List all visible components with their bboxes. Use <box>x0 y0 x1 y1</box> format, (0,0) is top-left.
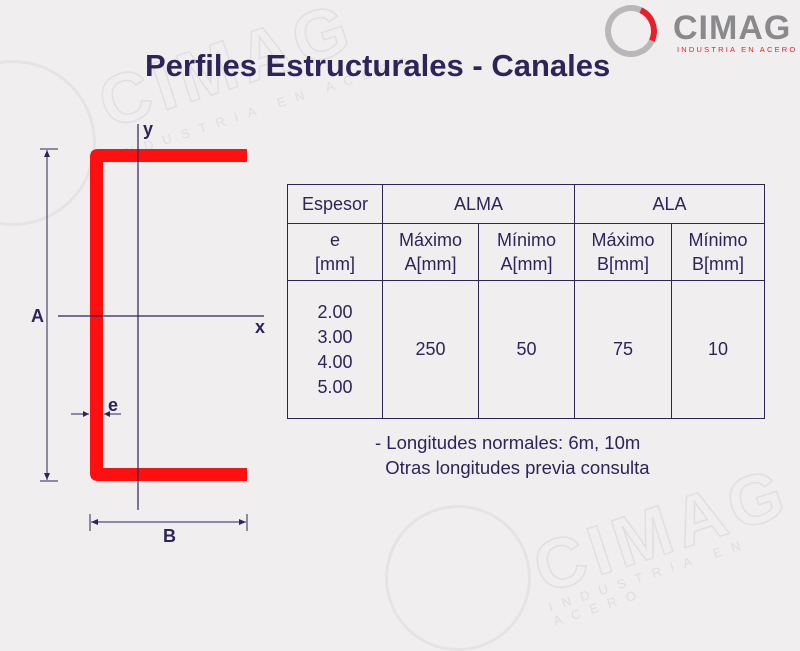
cell-ala-max: 75 <box>574 280 672 419</box>
dimension-b-label: B <box>163 526 176 546</box>
header-ala-max: Máximo B[mm] <box>574 223 672 281</box>
cell-espesores: 2.00 3.00 4.00 5.00 <box>287 280 383 419</box>
header-ala: ALA <box>574 184 765 224</box>
channel-profile-shape <box>90 149 247 481</box>
header-ala-min: Mínimo B[mm] <box>671 223 765 281</box>
page-title: Perfiles Estructurales - Canales <box>145 48 611 83</box>
header-alma-min: Mínimo A[mm] <box>478 223 575 281</box>
specs-table: Espesor ALMA ALA e [mm] Máximo A[mm] Mínim… <box>287 184 765 419</box>
dimension-a-label: A <box>31 306 44 326</box>
note-line-2: Otras longitudes previa consulta <box>375 457 650 478</box>
header-alma-max: Máximo A[mm] <box>382 223 479 281</box>
y-axis-label: y <box>143 119 153 139</box>
cell-alma-max: 250 <box>382 280 479 419</box>
table-header-row-1: Espesor ALMA ALA <box>287 184 765 224</box>
table-row: 2.00 3.00 4.00 5.00 250 50 75 10 <box>287 280 765 419</box>
table-header-row-2: e [mm] Máximo A[mm] Mínimo A[mm] Máximo B[mm… <box>287 223 765 281</box>
header-espesor-unit: e [mm] <box>287 223 383 281</box>
header-alma: ALMA <box>382 184 575 224</box>
x-axis-label: x <box>255 317 265 337</box>
logo-tagline: INDUSTRIA EN ACERO <box>677 45 798 54</box>
note-line-1: - Longitudes normales: 6m, 10m <box>375 432 641 453</box>
company-logo: CIMAG INDUSTRIA EN ACERO <box>597 0 800 65</box>
logo-wordmark: CIMAG <box>673 9 792 47</box>
length-note: - Longitudes normales: 6m, 10m Otras lon… <box>375 430 650 480</box>
cell-ala-min: 10 <box>671 280 765 419</box>
cell-alma-min: 50 <box>478 280 575 419</box>
channel-profile-diagram: y x A B e <box>31 119 265 546</box>
dimension-e-label: e <box>108 395 118 415</box>
header-espesor: Espesor <box>287 184 383 224</box>
